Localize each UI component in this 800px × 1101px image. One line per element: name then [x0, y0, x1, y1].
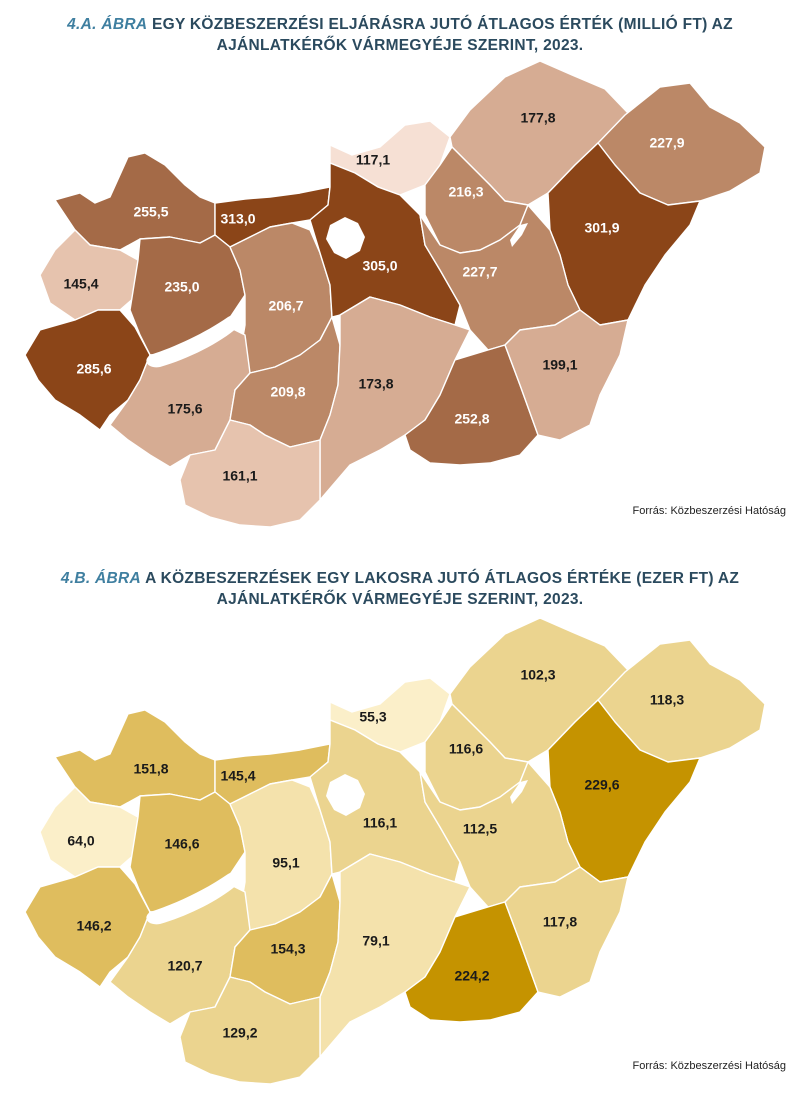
- map-b-county-jasz-nagykun-szolnok: [419, 761, 581, 908]
- map-a-hungary-counties: 255,5 313,0 117,1 177,8 227,9 145,4 235,0 206,7…: [0, 55, 800, 535]
- map-a-title-text: EGY KÖZBESZERZÉSI ELJÁRÁSRA JUTÓ ÁTLAGOS…: [151, 16, 733, 54]
- map-a-county-bekes: [504, 309, 629, 441]
- map-a-source: Forrás: Közbeszerzési Hatóság: [632, 505, 786, 517]
- map-b-label-fejer: 95,1: [272, 855, 299, 871]
- map-a-budapest: [326, 217, 365, 259]
- map-b-label-baranya: 129,2: [222, 1025, 257, 1041]
- map-a-lake-tisza: [510, 223, 528, 247]
- map-a-label-fejer: 206,7: [268, 298, 303, 314]
- map-a-label-pest: 305,0: [362, 258, 397, 274]
- map-b-label-zala: 146,2: [76, 918, 111, 934]
- map-a-label-komarom-esztergom: 313,0: [220, 211, 255, 227]
- map-b-label-somogy: 120,7: [167, 958, 202, 974]
- map-a-label-heves: 216,3: [448, 184, 483, 200]
- map-b-label-jasz-nagykun-szolnok: 112,5: [463, 821, 497, 837]
- map-b-hungary-counties: 151,8 145,4 55,3 102,3 118,3 64,0 146,6 95,1 116…: [0, 612, 800, 1092]
- map-b-source: Forrás: Közbeszerzési Hatóság: [632, 1060, 786, 1072]
- map-b-label-szabolcs: 118,3: [650, 692, 684, 708]
- map-b-label-hajdu-bihar: 229,6: [584, 777, 619, 793]
- map-a-label-gyor-moson-sopron: 255,5: [133, 204, 168, 220]
- map-a-county-jasz-nagykun-szolnok: [419, 204, 581, 351]
- map-b-label-borsod: 102,3: [520, 667, 555, 683]
- map-a-label-tolna: 209,8: [270, 384, 305, 400]
- map-b-label-veszprem: 146,6: [164, 836, 199, 852]
- map-a-label-bacs-kiskun: 173,8: [358, 376, 393, 392]
- map-a-label-vas: 145,4: [63, 276, 98, 292]
- map-a-label-csongrad: 252,8: [454, 411, 489, 427]
- map-b-label-vas: 64,0: [67, 833, 94, 849]
- map-b-title-text: A KÖZBESZERZÉSEK EGY LAKOSRA JUTÓ ÁTLAGO…: [145, 570, 740, 608]
- map-b-figure-label: 4.B. ÁBRA: [60, 570, 142, 587]
- map-a-label-hajdu-bihar: 301,9: [584, 220, 619, 236]
- map-b-county-baranya: [179, 976, 321, 1085]
- map-b-label-heves: 116,6: [449, 741, 483, 757]
- map-a-label-somogy: 175,6: [167, 401, 202, 417]
- map-a-label-zala: 285,6: [76, 361, 111, 377]
- map-b-svg: 151,8 145,4 55,3 102,3 118,3 64,0 146,6 95,1 116…: [24, 617, 766, 1085]
- map-b-lake-tisza: [510, 780, 528, 804]
- map-b-label-bekes: 117,8: [543, 914, 577, 930]
- map-b-lake-balaton: [146, 870, 243, 925]
- map-a-title: 4.A. ÁBRA EGY KÖZBESZERZÉSI ELJÁRÁSRA JU…: [20, 14, 780, 56]
- map-b-county-bekes: [504, 866, 629, 998]
- map-b-label-tolna: 154,3: [270, 941, 305, 957]
- map-a-label-nograd: 117,1: [356, 152, 390, 168]
- map-a-label-borsod: 177,8: [520, 110, 555, 126]
- map-a-svg: 255,5 313,0 117,1 177,8 227,9 145,4 235,0 206,7…: [24, 60, 766, 528]
- map-b-label-nograd: 55,3: [359, 709, 386, 725]
- map-b-budapest: [326, 774, 365, 816]
- map-a-label-bekes: 199,1: [542, 357, 577, 373]
- map-b-label-pest: 116,1: [363, 815, 397, 831]
- map-a-county-baranya: [179, 419, 321, 528]
- map-a-label-szabolcs: 227,9: [649, 135, 684, 151]
- map-a-label-veszprem: 235,0: [164, 279, 199, 295]
- map-a-lake-balaton: [146, 313, 243, 368]
- map-b-title: 4.B. ÁBRA A KÖZBESZERZÉSEK EGY LAKOSRA J…: [20, 568, 780, 610]
- map-a-figure-label: 4.A. ÁBRA: [67, 16, 148, 33]
- map-a-label-jasz-nagykun-szolnok: 227,7: [462, 264, 497, 280]
- map-b-label-bacs-kiskun: 79,1: [362, 933, 389, 949]
- map-a-label-baranya: 161,1: [222, 468, 257, 484]
- map-b-label-komarom-esztergom: 145,4: [220, 768, 255, 784]
- map-b-label-csongrad: 224,2: [454, 968, 489, 984]
- map-b-label-gyor-moson-sopron: 151,8: [133, 761, 168, 777]
